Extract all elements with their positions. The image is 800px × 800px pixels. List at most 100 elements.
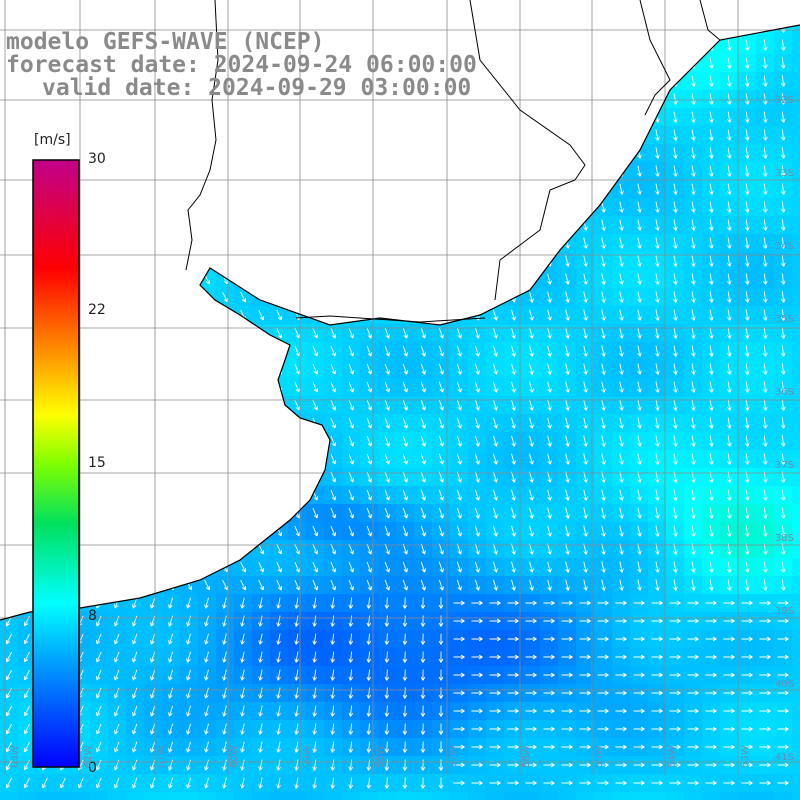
wind-arrow xyxy=(583,489,588,501)
wind-arrow xyxy=(741,636,753,642)
wind-arrow xyxy=(23,633,30,645)
wind-arrow xyxy=(529,471,534,483)
wind-arrow xyxy=(727,417,732,429)
wind-arrow xyxy=(294,705,299,717)
wind-arrow xyxy=(705,654,717,660)
wind-arrow xyxy=(511,489,516,501)
speed-cell xyxy=(270,792,289,800)
wind-arrow xyxy=(384,453,390,465)
wind-arrow xyxy=(420,453,426,465)
wind-arrow xyxy=(420,561,426,573)
wind-arrow xyxy=(565,255,570,267)
wind-arrow xyxy=(23,705,30,717)
wind-arrow xyxy=(633,672,645,678)
wind-arrow xyxy=(741,726,753,732)
speed-cell xyxy=(792,72,800,91)
wind-arrow xyxy=(633,708,645,714)
wind-arrow xyxy=(727,435,732,447)
wind-arrow xyxy=(669,708,681,714)
speed-cell xyxy=(792,684,800,703)
wind-arrow xyxy=(619,345,624,357)
speed-cell xyxy=(594,792,613,800)
wind-arrow xyxy=(709,273,714,285)
speed-cell xyxy=(792,594,800,613)
wind-arrow xyxy=(655,507,660,519)
wind-arrow xyxy=(780,255,786,267)
wind-arrow xyxy=(453,780,465,786)
wind-arrow xyxy=(633,762,645,768)
wind-arrow xyxy=(637,399,642,411)
wind-arrow xyxy=(780,129,786,141)
wind-arrow xyxy=(132,633,138,645)
wind-arrow xyxy=(637,579,642,591)
wind-arrow xyxy=(438,363,444,375)
wind-arrow xyxy=(384,327,390,339)
wind-arrow xyxy=(438,525,444,537)
lon-label: 58W xyxy=(375,745,386,768)
wind-arrow xyxy=(453,762,465,768)
speed-cell xyxy=(792,450,800,469)
wind-arrow xyxy=(366,633,372,645)
wind-arrow xyxy=(691,327,696,339)
wind-arrow xyxy=(384,381,390,393)
wind-arrow xyxy=(240,561,247,573)
wind-arrow xyxy=(23,669,30,681)
wind-arrow xyxy=(691,93,696,105)
speed-cell xyxy=(792,648,800,667)
wind-arrow xyxy=(762,507,768,519)
wind-arrow xyxy=(637,255,642,267)
wind-arrow xyxy=(633,600,645,606)
wind-arrow xyxy=(456,417,462,429)
wind-arrow xyxy=(222,705,227,717)
wind-arrow xyxy=(547,399,552,411)
wind-arrow xyxy=(453,690,465,696)
speed-cell xyxy=(792,324,800,343)
wind-arrow xyxy=(619,399,624,411)
wind-arrow xyxy=(240,651,245,663)
wind-arrow xyxy=(258,597,263,609)
speed-cell xyxy=(792,36,800,55)
wind-arrow xyxy=(633,744,645,750)
wind-arrow xyxy=(669,744,681,750)
wind-arrow xyxy=(511,543,516,555)
speed-cell xyxy=(792,360,800,379)
speed-cell xyxy=(774,792,793,800)
wind-arrow xyxy=(709,219,714,231)
wind-arrow xyxy=(384,471,390,483)
wind-arrow xyxy=(492,471,498,483)
wind-arrow xyxy=(258,615,263,627)
wind-arrow xyxy=(294,543,301,555)
wind-arrow xyxy=(132,597,138,609)
wind-arrow xyxy=(384,651,390,663)
wind-arrow xyxy=(312,543,318,555)
wind-arrow xyxy=(727,363,732,375)
wind-arrow xyxy=(745,579,750,591)
wind-arrow xyxy=(168,615,174,627)
wind-arrow xyxy=(384,345,390,357)
speed-cell xyxy=(414,792,433,800)
wind-arrow xyxy=(402,453,408,465)
colorbar-gradient xyxy=(32,159,80,768)
wind-arrow xyxy=(276,651,281,663)
wind-arrow xyxy=(312,381,318,393)
wind-arrow xyxy=(727,381,732,393)
wind-arrow xyxy=(543,672,555,678)
wind-arrow xyxy=(745,453,750,465)
wind-arrow xyxy=(655,237,660,249)
wind-arrow xyxy=(691,147,696,159)
wind-arrow xyxy=(691,255,696,267)
wind-arrow xyxy=(489,690,501,696)
speed-cell xyxy=(792,612,800,631)
wind-arrow xyxy=(687,600,699,606)
wind-arrow xyxy=(511,525,516,537)
wind-arrow xyxy=(543,636,555,642)
wind-arrow xyxy=(687,780,699,786)
speed-cell xyxy=(306,792,325,800)
wind-arrow xyxy=(402,759,408,771)
wind-arrow xyxy=(583,255,588,267)
wind-arrow xyxy=(150,741,156,753)
wind-arrow xyxy=(294,759,299,771)
coastline xyxy=(0,24,800,621)
speed-cell xyxy=(792,378,800,397)
wind-arrow xyxy=(186,597,192,609)
